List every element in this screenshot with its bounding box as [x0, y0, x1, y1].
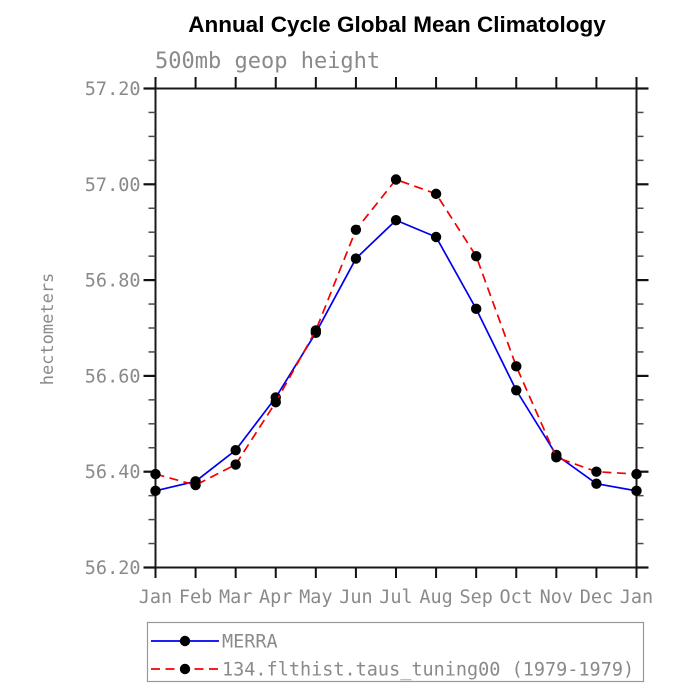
data-point-marker [551, 452, 562, 463]
x-tick-label: Oct [500, 587, 533, 608]
data-point-marker [511, 361, 522, 372]
data-point-marker [511, 385, 522, 396]
data-point-marker [430, 188, 442, 200]
data-point-marker [350, 224, 362, 236]
x-tick-label: Jul [379, 587, 412, 608]
y-tick-label: 57.00 [85, 175, 141, 196]
data-point-marker [310, 325, 322, 336]
legend: MERRA 134.flthist.taus_tuning00 (1979-197… [146, 621, 645, 683]
data-point-marker [150, 485, 161, 497]
data-series [150, 174, 642, 497]
x-tick-label: May [299, 587, 332, 608]
x-tick-label: Mar [219, 587, 252, 608]
axes: 56.20 56.40 56.60 56.80 57.00 57.20 Jan Feb Mar A… [85, 77, 653, 608]
data-point-marker [270, 397, 281, 408]
y-tick-label: 56.60 [85, 366, 141, 387]
x-tick-label: Feb [179, 587, 212, 608]
y-tick-label: 56.20 [85, 558, 141, 579]
data-point-marker [631, 485, 642, 497]
legend-sample-marker [179, 663, 191, 675]
x-tick-label: Apr [259, 587, 292, 608]
data-point-marker [591, 466, 602, 477]
x-tick-label: Aug [419, 587, 452, 608]
data-point-marker [350, 253, 362, 264]
data-point-marker [631, 468, 642, 480]
data-point-marker [390, 215, 402, 226]
y-tick-label: 56.80 [85, 271, 141, 292]
chart-subtitle: 500mb geop height [155, 49, 380, 74]
x-tick-label: Jun [339, 587, 372, 608]
data-point-marker [150, 468, 161, 480]
x-tick-label: Nov [540, 587, 573, 608]
x-tick-label: Jan [620, 587, 653, 608]
y-tick-label: 56.40 [85, 462, 141, 483]
legend-entry-label: 134.flthist.taus_tuning00 (1979-1979) [222, 659, 634, 680]
data-point-marker [470, 250, 482, 262]
legend-entry-label: MERRA [222, 631, 278, 652]
legend-sample-marker [179, 635, 191, 647]
data-point-marker [190, 479, 201, 491]
x-tick-label: Jan [139, 587, 172, 608]
chart-title: Annual Cycle Global Mean Climatology [188, 12, 606, 37]
data-point-marker [230, 444, 241, 456]
data-point-marker [430, 231, 442, 243]
x-tick-label: Sep [459, 587, 492, 608]
data-point-marker [470, 303, 482, 315]
y-tick-label: 57.20 [85, 79, 141, 100]
y-axis-label: hectometers [38, 273, 58, 386]
legend-box [146, 621, 645, 683]
x-tick-label: Dec [580, 587, 613, 608]
data-point-marker [390, 174, 402, 185]
data-point-marker [230, 459, 241, 470]
data-point-marker [591, 478, 602, 489]
